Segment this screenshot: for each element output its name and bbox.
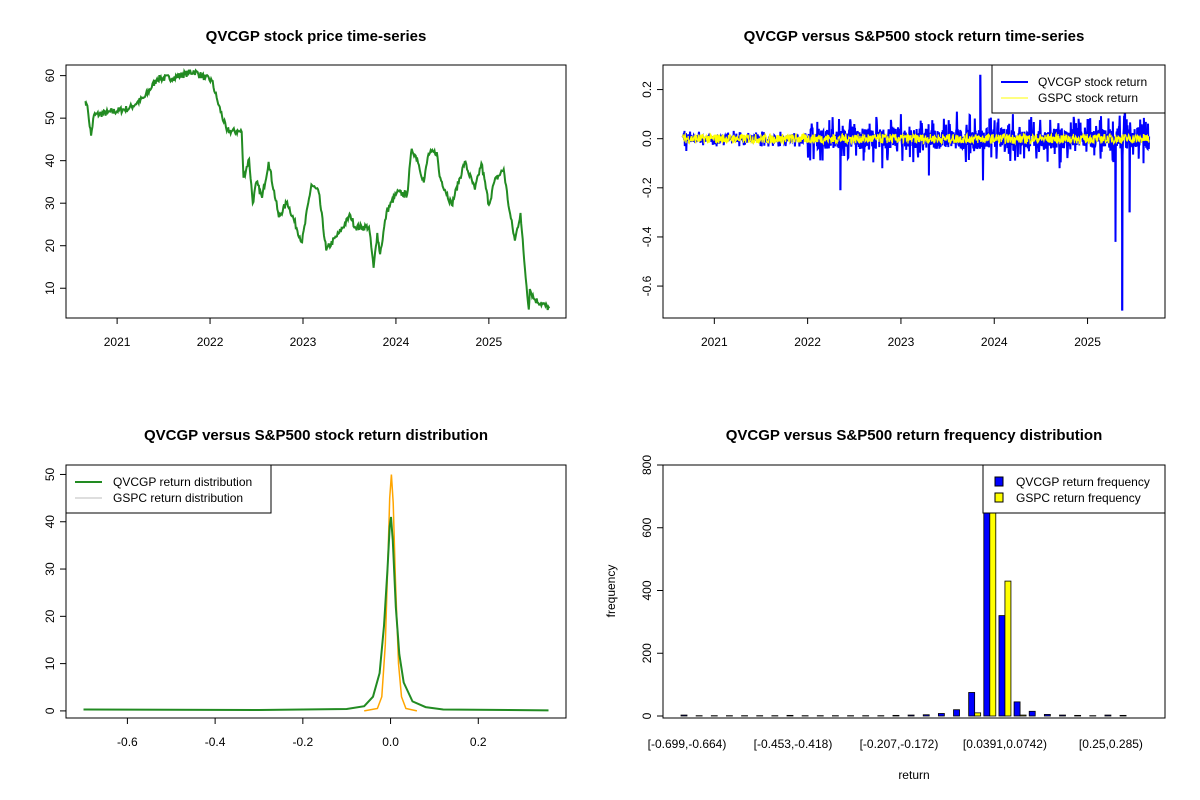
price-y-tick-label: 30 (43, 196, 57, 210)
qvcgp-frequency-bar (1014, 702, 1020, 716)
qvcgp-frequency-bar (938, 713, 944, 716)
return-y-tick-label: -0.4 (640, 226, 654, 247)
price-x-tick-label: 2023 (290, 335, 317, 349)
qvcgp-frequency-bar (908, 715, 914, 716)
return-y-tick-label: -0.2 (640, 177, 654, 198)
return-chart-title: QVCGP versus S&P500 stock return time-se… (744, 28, 1085, 45)
histogram-y-axis-label: frequency (604, 565, 618, 618)
density-y-tick-label: 10 (43, 657, 57, 671)
legend-label-qvcgp-frequency: QVCGP return frequency (1016, 475, 1150, 489)
legend-label-gspc-distribution: GSPC return distribution (113, 491, 243, 505)
price-line (86, 70, 550, 310)
histogram-y-tick-label: 200 (640, 643, 654, 663)
histogram-y-tick-label: 600 (640, 517, 654, 537)
gspc-frequency-bar (1005, 581, 1011, 716)
legend-swatch-qvcgp (995, 477, 1003, 486)
qvcgp-frequency-bar (1029, 711, 1035, 716)
qvcgp-frequency-bar (1044, 714, 1050, 716)
qvcgp-frequency-bar (1075, 715, 1081, 716)
density-x-tick-label: 0.0 (382, 735, 399, 749)
density-y-tick-label: 30 (43, 562, 57, 576)
return-x-tick-label: 2025 (1074, 335, 1101, 349)
qvcgp-density-line (84, 517, 549, 710)
qvcgp-frequency-bar (1120, 715, 1126, 716)
return-legend: QVCGP stock return GSPC stock return (992, 65, 1165, 113)
density-y-tick-label: 20 (43, 609, 57, 623)
density-chart-title: QVCGP versus S&P500 stock return distrib… (144, 427, 488, 444)
price-x-tick-label: 2022 (197, 335, 224, 349)
return-panel: QVCGP versus S&P500 stock return time-se… (640, 28, 1165, 349)
histogram-x-tick-label: [-0.453,-0.418) (754, 737, 833, 751)
return-x-tick-label: 2022 (794, 335, 821, 349)
gspc-frequency-bar (975, 713, 981, 716)
gspc-density-line (364, 475, 417, 711)
qvcgp-frequency-bar (893, 715, 899, 716)
histogram-y-tick-label: 800 (640, 455, 654, 475)
price-chart-title: QVCGP stock price time-series (206, 28, 427, 45)
histogram-y-tick-label: 0 (640, 712, 654, 719)
return-x-tick-label: 2021 (701, 335, 728, 349)
density-x-tick-label: -0.4 (205, 735, 226, 749)
histogram-x-axis-label: return (898, 768, 929, 782)
legend-swatch-gspc (995, 493, 1003, 502)
density-y-tick-label: 50 (43, 467, 57, 481)
density-panel: QVCGP versus S&P500 stock return distrib… (43, 427, 566, 749)
qvcgp-frequency-bar (787, 715, 793, 716)
price-x-tick-label: 2021 (104, 335, 131, 349)
density-y-tick-label: 0 (43, 707, 57, 714)
density-x-tick-label: 0.2 (470, 735, 487, 749)
price-y-tick-label: 10 (43, 281, 57, 295)
histogram-x-tick-label: [0.25,0.285) (1079, 737, 1143, 751)
histogram-legend: QVCGP return frequency GSPC return frequ… (983, 465, 1165, 513)
return-y-tick-label: 0.2 (640, 81, 654, 98)
price-y-tick-label: 60 (43, 69, 57, 83)
density-x-tick-label: -0.2 (292, 735, 313, 749)
histogram-panel: QVCGP versus S&P500 return frequency dis… (604, 427, 1165, 782)
price-y-tick-label: 40 (43, 154, 57, 168)
price-x-tick-label: 2025 (476, 335, 503, 349)
qvcgp-frequency-bar (969, 692, 975, 716)
price-panel: QVCGP stock price time-series 10 20 30 40 50… (43, 28, 566, 349)
histogram-x-tick-label: [-0.699,-0.664) (648, 737, 727, 751)
histogram-chart-title: QVCGP versus S&P500 return frequency dis… (726, 427, 1103, 444)
histogram-x-tick-label: [-0.207,-0.172) (860, 737, 939, 751)
density-x-tick-label: -0.6 (117, 735, 138, 749)
price-x-tick-label: 2024 (383, 335, 410, 349)
density-y-tick-label: 40 (43, 515, 57, 529)
histogram-y-tick-label: 400 (640, 580, 654, 600)
return-y-tick-label: 0.0 (640, 130, 654, 147)
legend-label-qvcgp-distribution: QVCGP return distribution (113, 475, 252, 489)
qvcgp-frequency-bar (681, 715, 687, 716)
return-x-tick-label: 2024 (981, 335, 1008, 349)
qvcgp-frequency-bar (999, 616, 1005, 716)
qvcgp-frequency-bar (923, 715, 929, 716)
qvcgp-frequency-bar (1060, 715, 1066, 716)
legend-label-gspc-frequency: GSPC return frequency (1016, 491, 1141, 505)
figure: QVCGP stock price time-series 10 20 30 40 50… (0, 0, 1200, 800)
return-y-tick-label: -0.6 (640, 275, 654, 296)
histogram-x-tick-label: [0.0391,0.0742) (963, 737, 1047, 751)
price-y-tick-label: 20 (43, 239, 57, 253)
qvcgp-frequency-bar (1105, 715, 1111, 716)
qvcgp-frequency-bar (954, 710, 960, 716)
legend-label-gspc-return: GSPC stock return (1038, 91, 1138, 105)
legend-label-qvcgp-return: QVCGP stock return (1038, 75, 1147, 89)
qvcgp-frequency-bar (984, 481, 990, 716)
density-legend: QVCGP return distribution GSPC return di… (66, 465, 271, 513)
gspc-frequency-bar (1020, 715, 1026, 716)
price-y-tick-label: 50 (43, 111, 57, 125)
return-x-tick-label: 2023 (888, 335, 915, 349)
